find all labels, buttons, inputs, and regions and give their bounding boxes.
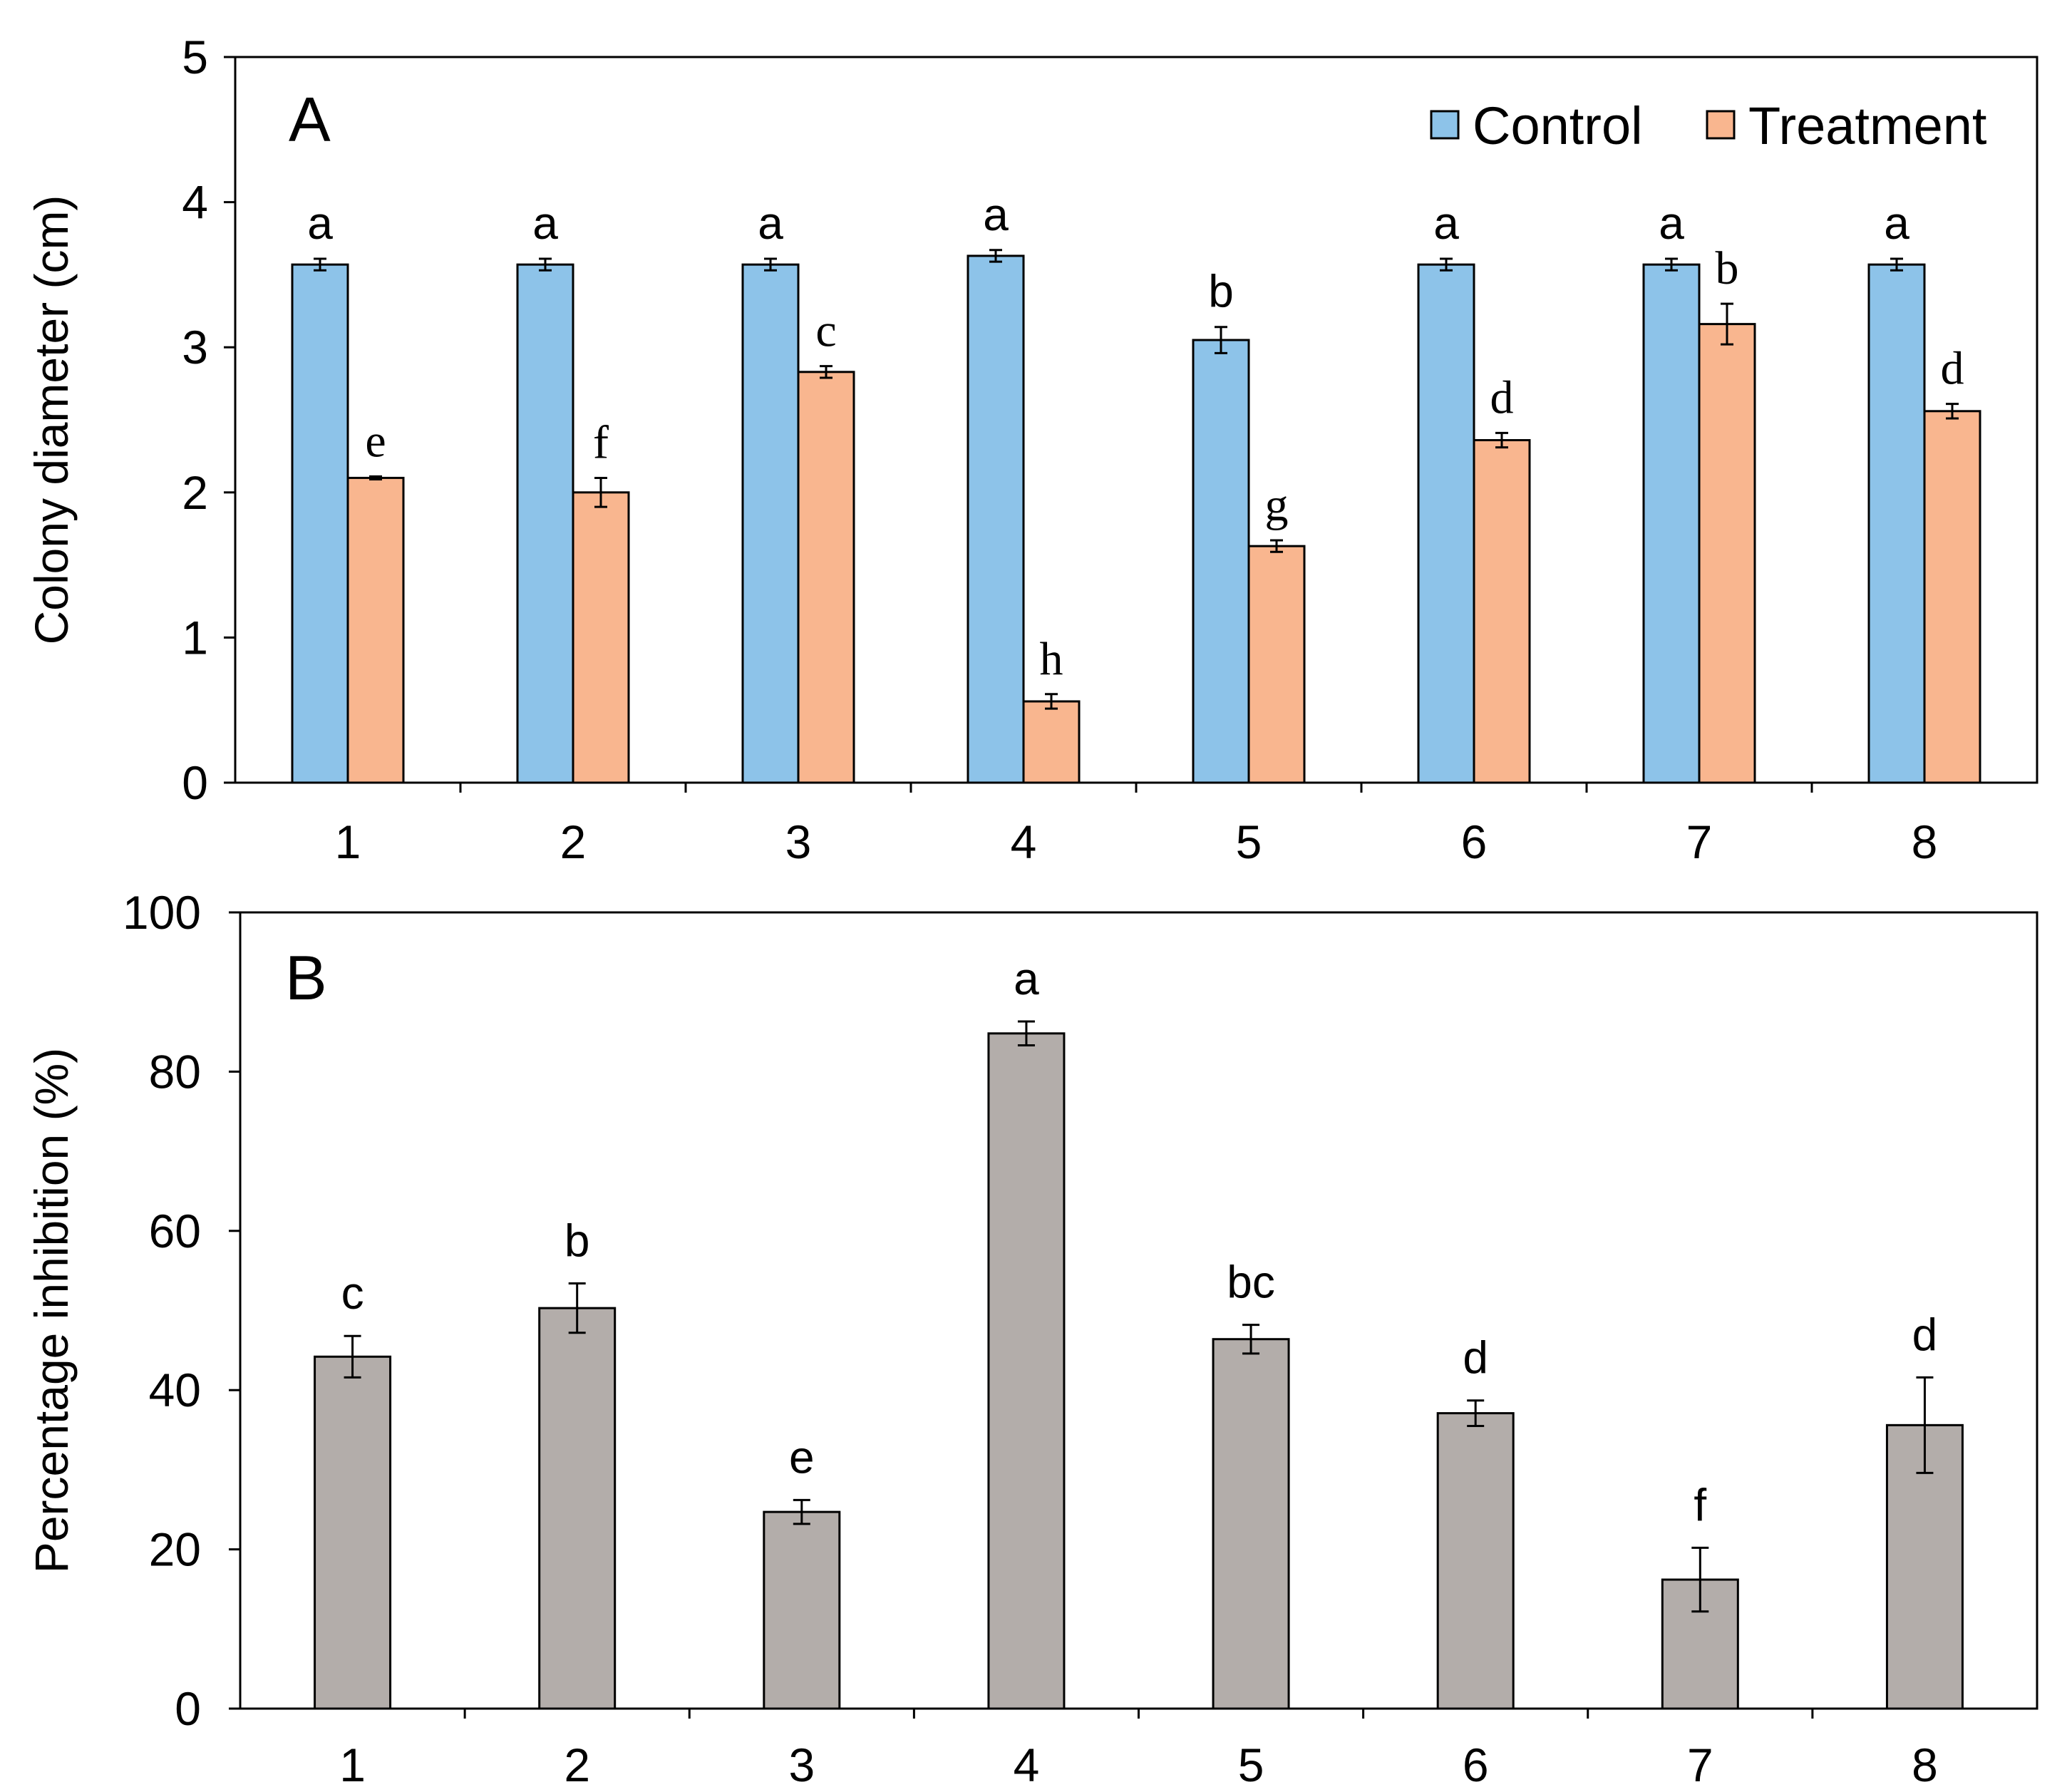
significance-letter: h [1040, 633, 1063, 685]
treatment-bar [1698, 323, 1756, 784]
y-tick-label: 60 [149, 1205, 201, 1257]
panel-b-percentage-inhibition-chart: 0 20 40 60 80 100 1 2 3 4 5 6 7 8 Percentage inhibitio… [25, 886, 2038, 1791]
treatment-bar [1022, 700, 1081, 784]
y-axis-title: Colony diameter (cm) [25, 195, 78, 645]
significance-letter: d [1941, 343, 1964, 395]
x-tick-label: 1 [335, 815, 361, 868]
x-tick-label: 3 [785, 815, 812, 868]
x-tick-label: 1 [339, 1739, 366, 1791]
control-bar [967, 254, 1025, 784]
x-tick-label: 8 [1912, 1739, 1938, 1791]
legend-swatch-control [1430, 110, 1460, 140]
y-tick-label: 2 [182, 466, 208, 519]
inhibition-bar [538, 1307, 617, 1710]
inhibition-bar [763, 1510, 841, 1710]
control-bar [741, 263, 800, 784]
significance-letter: d [1463, 1332, 1488, 1384]
y-tick-label: 4 [182, 176, 208, 229]
x-tick-label: 2 [560, 815, 587, 868]
significance-letter: b [565, 1215, 590, 1267]
inhibition-bar [1212, 1338, 1290, 1710]
significance-letter: d [1912, 1309, 1938, 1360]
significance-letter: a [1884, 197, 1909, 249]
control-bar [1192, 339, 1250, 784]
panel-label-b: B [285, 942, 327, 1013]
significance-letter: a [307, 197, 333, 249]
x-tick-label: 3 [788, 1739, 815, 1791]
significance-letter: a [983, 189, 1009, 240]
inhibition-bar [1436, 1412, 1515, 1710]
significance-letter: c [815, 305, 836, 357]
y-tick-label: 5 [182, 31, 208, 83]
y-axis-title: Percentage inhibition (%) [25, 1048, 78, 1573]
significance-letter: e [365, 415, 386, 467]
y-tick-label: 80 [149, 1045, 201, 1098]
significance-letter: b [1208, 266, 1234, 317]
significance-letter: a [532, 197, 558, 249]
treatment-bar [1923, 410, 1981, 784]
x-tick-label: 2 [564, 1739, 590, 1791]
x-tick-label: 6 [1461, 815, 1488, 868]
y-tick-label: 3 [182, 321, 208, 374]
significance-letter: a [758, 197, 783, 249]
treatment-bar [346, 476, 405, 784]
significance-letter: f [593, 416, 609, 468]
x-tick-label: 5 [1236, 815, 1262, 868]
y-tick-label: 40 [149, 1364, 201, 1416]
inhibition-bar [987, 1032, 1066, 1710]
treatment-bar [572, 491, 630, 784]
legend-swatch-treatment [1706, 110, 1736, 140]
significance-letter: d [1490, 371, 1514, 423]
treatment-bar [1247, 545, 1306, 784]
control-bar [1867, 263, 1926, 784]
x-tick-label: 6 [1463, 1739, 1489, 1791]
y-tick-label: 100 [123, 886, 201, 939]
control-bar [1642, 263, 1701, 784]
significance-letter: c [341, 1267, 364, 1319]
panel-label-a: A [289, 84, 331, 155]
significance-letter: a [1433, 197, 1459, 249]
y-tick-label: 1 [182, 611, 208, 664]
x-tick-label: 7 [1687, 1739, 1713, 1791]
legend-label-treatment: Treatment [1748, 96, 1987, 155]
control-bar [516, 263, 574, 784]
legend: Control Treatment [1430, 96, 1987, 155]
x-tick-label: 4 [1014, 1739, 1040, 1791]
inhibition-bar [314, 1355, 392, 1710]
treatment-bar [1473, 439, 1531, 784]
significance-letter: f [1694, 1479, 1706, 1530]
x-tick-label: 7 [1686, 815, 1713, 868]
x-tick-label: 4 [1011, 815, 1037, 868]
significance-letter: e [789, 1431, 815, 1483]
significance-letter: a [1014, 953, 1039, 1004]
y-tick-label: 0 [182, 756, 208, 809]
x-tick-label: 5 [1238, 1739, 1264, 1791]
y-tick-label: 20 [149, 1523, 201, 1576]
significance-letter: bc [1227, 1257, 1275, 1308]
significance-letter: g [1265, 479, 1289, 531]
significance-letter: a [1659, 197, 1684, 249]
significance-letter: b [1716, 242, 1739, 294]
control-bar [1417, 263, 1475, 784]
plot-frame [239, 911, 2038, 1710]
x-tick-label: 8 [1912, 815, 1938, 868]
legend-label-control: Control [1473, 96, 1643, 155]
treatment-bar [797, 371, 855, 784]
control-bar [291, 263, 349, 784]
plot-frame [234, 56, 2038, 784]
y-tick-label: 0 [175, 1682, 201, 1735]
